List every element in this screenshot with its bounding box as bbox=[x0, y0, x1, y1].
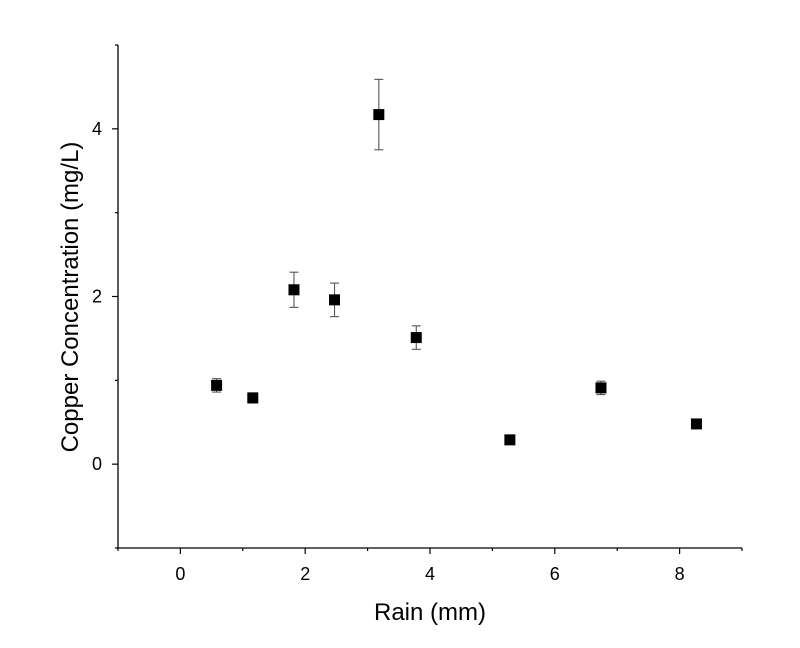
x-axis-ticks: 0 2 4 6 8 bbox=[117, 548, 743, 584]
x-tick-label: 0 bbox=[175, 564, 185, 584]
x-tick-label: 6 bbox=[550, 564, 560, 584]
y-tick-label: 2 bbox=[92, 287, 102, 307]
data-point bbox=[690, 418, 702, 430]
data-point bbox=[211, 378, 223, 393]
data-points bbox=[211, 78, 702, 446]
data-point bbox=[373, 78, 385, 151]
y-axis-ticks: 0 2 4 bbox=[92, 44, 118, 549]
point-marker bbox=[329, 294, 341, 306]
x-tick-label: 4 bbox=[425, 564, 435, 584]
point-marker bbox=[690, 418, 702, 430]
data-point bbox=[329, 282, 341, 318]
data-point bbox=[504, 434, 516, 446]
x-tick-label: 2 bbox=[300, 564, 310, 584]
data-point bbox=[247, 392, 259, 404]
axes bbox=[117, 45, 742, 549]
y-axis-title: Copper Concentration (mg/L) bbox=[57, 142, 84, 453]
data-point bbox=[410, 325, 422, 350]
point-marker bbox=[247, 392, 259, 404]
point-marker bbox=[373, 109, 385, 121]
y-tick-label: 4 bbox=[92, 119, 102, 139]
x-tick-label: 8 bbox=[675, 564, 685, 584]
data-point bbox=[288, 271, 300, 308]
data-point bbox=[595, 380, 607, 396]
point-marker bbox=[410, 332, 422, 344]
point-marker bbox=[595, 382, 607, 394]
point-marker bbox=[211, 379, 223, 391]
point-marker bbox=[288, 284, 300, 296]
point-marker bbox=[504, 434, 516, 446]
y-tick-label: 0 bbox=[92, 454, 102, 474]
x-axis-title: Rain (mm) bbox=[374, 599, 486, 626]
